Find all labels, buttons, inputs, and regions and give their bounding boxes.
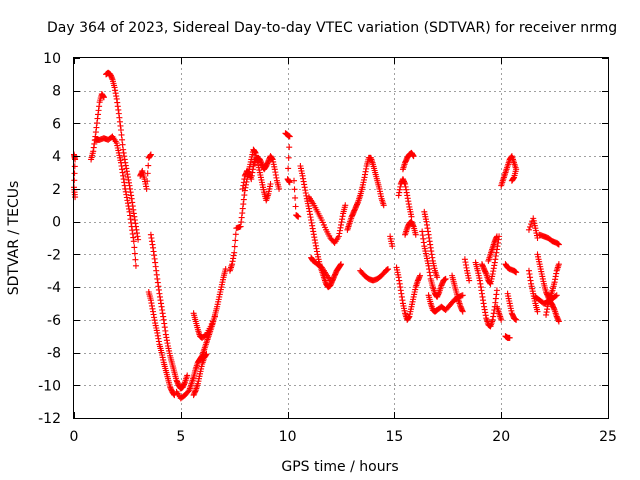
data-point <box>132 262 139 269</box>
y-tick-label: -10 <box>38 378 61 394</box>
data-point <box>131 244 138 251</box>
data-point <box>527 223 534 230</box>
data-point <box>286 144 293 151</box>
y-axis-label: SDTVAR / TECUs <box>6 181 22 296</box>
data-point <box>466 277 473 284</box>
plot-frame <box>73 57 609 419</box>
data-point <box>232 237 239 244</box>
data-point <box>389 243 396 250</box>
data-point <box>342 202 349 209</box>
data-point <box>295 213 302 220</box>
data-point <box>327 277 334 284</box>
x-axis-tick-labels: 0 5 10 15 20 25 <box>70 429 617 445</box>
data-point <box>100 94 107 101</box>
data-point <box>231 243 238 250</box>
data-point <box>232 231 239 238</box>
x-tick-label: 10 <box>279 429 297 445</box>
data-point <box>130 238 137 245</box>
data-point <box>231 249 238 256</box>
chart-title: Day 364 of 2023, Sidereal Day-to-day VTE… <box>47 20 617 36</box>
data-point <box>493 287 500 294</box>
data-point <box>459 292 466 299</box>
data-point <box>442 275 449 282</box>
data-point <box>285 165 292 172</box>
data-point <box>71 163 78 170</box>
data-point <box>145 162 152 169</box>
data-point <box>131 250 138 257</box>
data-point <box>412 231 419 238</box>
data-point <box>534 235 541 241</box>
y-tick-label: 2 <box>52 182 61 198</box>
data-point <box>525 226 532 233</box>
data-point <box>144 170 151 177</box>
x-tick-label: 20 <box>492 429 510 445</box>
data-point <box>459 308 466 315</box>
x-axis-label: GPS time / hours <box>281 459 398 475</box>
data-point <box>553 292 560 299</box>
data-point <box>286 179 293 186</box>
x-tick-label: 0 <box>70 429 79 445</box>
data-point <box>291 177 298 184</box>
data-point <box>211 313 218 320</box>
data-point <box>493 233 500 240</box>
data-point <box>338 261 344 268</box>
data-point <box>144 178 151 185</box>
y-axis-tick-labels: -12 -10 -8 -6 -4 -2 0 2 4 6 8 10 <box>38 51 61 427</box>
data-point <box>380 202 387 209</box>
y-tick-label: 10 <box>43 51 61 67</box>
y-tick-label: -8 <box>47 346 61 362</box>
data-point <box>71 177 78 184</box>
data-point <box>143 185 150 192</box>
x-tick-label: 15 <box>385 429 403 445</box>
data-point <box>506 334 513 341</box>
data-point <box>552 293 559 300</box>
data-point <box>132 256 139 263</box>
x-tick-label: 25 <box>599 429 617 445</box>
y-tick-label: -4 <box>47 280 61 296</box>
data-point <box>135 236 142 243</box>
data-point <box>292 194 299 201</box>
data-point <box>71 170 78 177</box>
y-tick-label: 0 <box>52 215 61 231</box>
data-point <box>498 316 505 323</box>
data-point <box>508 177 515 184</box>
data-point <box>555 261 562 268</box>
data-point <box>384 266 391 273</box>
data-point <box>555 318 562 325</box>
data-point <box>286 133 293 140</box>
data-point <box>267 181 274 187</box>
data-point <box>276 185 283 192</box>
data-point <box>291 186 298 193</box>
axis-ticks <box>74 58 609 419</box>
y-tick-label: -2 <box>47 247 61 263</box>
data-points <box>71 69 562 402</box>
y-tick-label: -12 <box>38 411 61 427</box>
data-point <box>555 241 562 248</box>
data-point <box>513 316 520 323</box>
x-tick-label: 5 <box>176 429 185 445</box>
data-point <box>417 272 424 279</box>
y-tick-label: 6 <box>52 116 61 132</box>
y-tick-label: 8 <box>52 84 61 100</box>
data-point <box>292 203 299 210</box>
y-tick-label: 4 <box>52 149 61 165</box>
y-tick-label: -6 <box>47 313 61 329</box>
data-point <box>534 308 541 315</box>
data-point <box>147 151 154 158</box>
data-point <box>434 274 441 281</box>
data-point <box>285 154 292 161</box>
data-point <box>410 153 417 160</box>
data-point <box>203 351 210 358</box>
data-point <box>184 372 191 379</box>
data-point <box>528 221 535 228</box>
grid <box>74 58 608 418</box>
data-point <box>513 269 520 276</box>
